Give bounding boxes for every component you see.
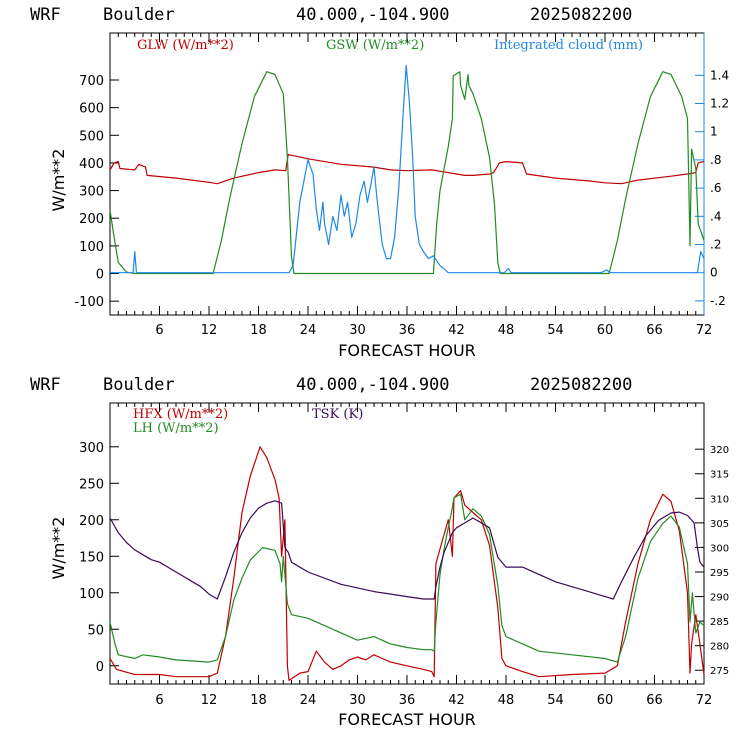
chart1-x-tick-label: 30 [349,323,366,338]
chart1-y2-tick-label: -.2 [710,294,726,308]
chart1-y2-tick-label: 1 [710,125,718,139]
chart2-y2-tick-label: 310 [710,494,729,505]
chart2-x-tick-label: 60 [597,693,614,708]
chart2-y-tick-label: 0 [96,660,104,675]
chart-surface-fluxes: WRF Boulder 40.000,-104.900 2025082200 H… [30,375,729,729]
chart2-y2-tick-label: 300 [710,543,729,554]
chart-radiation-cloud: WRF Boulder 40.000,-104.900 2025082200 G… [30,5,729,360]
chart1-x-tick-label: 18 [250,323,267,338]
chart2-y2-tick-label: 275 [710,666,729,677]
chart1-x-tick-label: 72 [696,323,713,338]
chart2-y2-tick-label: 305 [710,519,729,530]
chart2-y2-tick-label: 285 [710,617,729,628]
chart2-y2-tick-label: 320 [710,445,729,456]
chart1-y2-tick-label: .6 [710,181,721,195]
chart1-y2-tick-label: .4 [710,209,721,223]
chart1-x-tick-label: 42 [448,323,465,338]
chart1-x-tick-label: 6 [155,323,163,338]
chart1-series-glw [109,154,705,185]
chart1-y-tick-label: -100 [74,295,104,310]
chart2-x-tick-label: 24 [300,693,317,708]
chart2-header-model: WRF [30,375,61,395]
chart2-x-tick-label: 42 [448,693,465,708]
chart2-legend-lh: LH (W/m**2) [133,421,219,436]
chart1-y-tick-label: 500 [79,129,104,144]
chart2-x-tick-label: 66 [646,693,663,708]
chart1-y-tick-label: 200 [79,212,104,227]
chart1-legend-gsw: GSW (W/m**2) [326,38,424,53]
chart1-y-tick-label: 0 [96,268,104,283]
chart2-y-tick-label: 250 [79,477,104,492]
chart2-x-tick-label: 30 [349,693,366,708]
chart1-series-gsw [109,71,705,275]
chart2-legend-hfx: HFX (W/m**2) [133,407,228,422]
chart1-header-location: Boulder [103,5,175,25]
chart1-y-tick-label: 400 [79,157,104,172]
chart1-y-axis-label: W/m**2 [49,149,68,212]
chart2-header-coords: 40.000,-104.900 [296,375,450,395]
chart1-y2-tick-label: 1.4 [710,68,729,82]
chart2-y-tick-label: 50 [87,623,104,638]
chart2-x-tick-label: 54 [547,693,564,708]
chart1-header-coords: 40.000,-104.900 [296,5,450,25]
chart2-x-tick-label: 36 [399,693,416,708]
chart2-y-axis-label: W/m**2 [49,517,68,580]
chart1-x-tick-label: 54 [547,323,564,338]
chart2-y-tick-label: 150 [79,550,104,565]
chart1-x-tick-label: 24 [300,323,317,338]
chart2-y2-tick-label: 315 [710,470,729,481]
chart1-y-tick-label: 300 [79,185,104,200]
chart2-x-tick-label: 12 [201,693,218,708]
chart1-series-integrated-cloud [110,64,705,274]
chart2-header-location: Boulder [103,375,175,395]
chart1-x-axis-label: FORECAST HOUR [338,341,476,360]
chart1-y-tick-label: 600 [79,102,104,117]
chart1-y2-tick-label: 0 [710,266,718,280]
chart1-x-tick-label: 12 [201,323,218,338]
chart1-y-tick-label: 700 [79,74,104,89]
chart1-header-model: WRF [30,5,61,25]
chart1-legend-glw: GLW (W/m**2) [137,38,234,53]
chart1-y2-tick-label: .2 [710,238,721,252]
chart2-y-tick-label: 100 [79,587,104,602]
chart2-series-hfx [109,446,705,681]
chart1-legend-cloud: Integrated cloud (mm) [494,38,643,53]
chart2-x-tick-label: 72 [696,693,713,708]
chart2-y2-tick-label: 295 [710,568,729,579]
chart2-x-axis-label: FORECAST HOUR [338,710,476,729]
chart1-x-tick-label: 60 [597,323,614,338]
chart2-x-tick-label: 18 [250,693,267,708]
chart1-y2-tick-label: .8 [710,153,721,167]
chart2-y-tick-label: 300 [79,441,104,456]
chart1-x-tick-label: 36 [399,323,416,338]
chart2-x-tick-label: 6 [155,693,163,708]
chart2-legend-tsk: TSK (K) [312,407,363,422]
chart2-y2-tick-label: 280 [710,642,729,653]
chart2-series-lh [109,493,705,663]
chart2-header-init: 2025082200 [530,375,632,395]
chart1-x-tick-label: 66 [646,323,663,338]
chart2-y-tick-label: 200 [79,514,104,529]
chart1-y2-tick-label: 1.2 [710,97,729,111]
chart2-y2-tick-label: 290 [710,593,729,604]
chart1-header-init: 2025082200 [530,5,632,25]
chart2-plot-frame [109,402,705,685]
chart2-x-tick-label: 48 [498,693,515,708]
chart1-x-tick-label: 48 [498,323,515,338]
chart1-y-tick-label: 100 [79,240,104,255]
chart2-series-tsk [109,500,705,600]
